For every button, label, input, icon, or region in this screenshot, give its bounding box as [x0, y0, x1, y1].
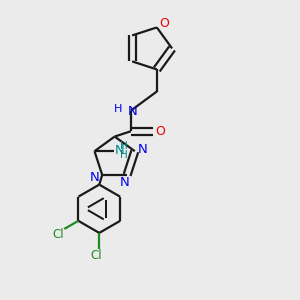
Text: H: H [120, 150, 128, 160]
Text: N: N [137, 143, 147, 156]
Text: N: N [119, 176, 129, 189]
Text: O: O [155, 125, 165, 138]
Text: Cl: Cl [91, 249, 102, 262]
Text: N: N [128, 105, 137, 118]
Text: H: H [114, 104, 122, 114]
Text: N: N [90, 171, 100, 184]
Text: H: H [120, 141, 128, 151]
Text: N: N [115, 144, 124, 157]
Text: Cl: Cl [52, 228, 64, 241]
Text: O: O [159, 17, 169, 30]
